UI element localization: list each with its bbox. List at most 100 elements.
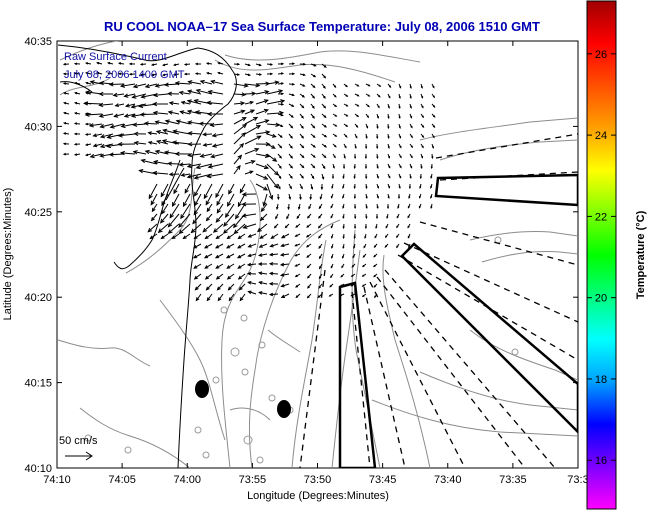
current-vector bbox=[373, 273, 378, 278]
current-vector bbox=[332, 93, 337, 98]
current-vector bbox=[150, 63, 158, 66]
current-vector bbox=[73, 142, 81, 146]
current-vector bbox=[321, 123, 327, 128]
current-vector bbox=[266, 89, 284, 95]
current-vector bbox=[233, 83, 249, 88]
current-vector bbox=[149, 233, 158, 240]
current-vector bbox=[139, 73, 147, 76]
current-vector bbox=[295, 283, 301, 288]
current-vector bbox=[178, 213, 191, 228]
current-vector bbox=[318, 273, 323, 280]
current-vector bbox=[190, 223, 202, 234]
current-vector bbox=[280, 293, 290, 298]
current-vector bbox=[342, 163, 346, 170]
current-vector bbox=[420, 83, 423, 89]
current-vector bbox=[373, 243, 378, 248]
current-vector bbox=[375, 223, 378, 230]
current-vector bbox=[342, 233, 345, 240]
current-vector bbox=[310, 163, 316, 169]
current-vector bbox=[365, 183, 368, 190]
current-vector bbox=[172, 73, 180, 76]
current-vector bbox=[112, 92, 125, 98]
current-vector bbox=[431, 103, 436, 108]
current-vector bbox=[119, 83, 136, 88]
current-vector bbox=[431, 153, 434, 160]
current-vector bbox=[277, 183, 281, 190]
current-vector bbox=[202, 132, 213, 137]
current-vector bbox=[331, 243, 334, 249]
current-vector bbox=[277, 72, 285, 75]
current-vector bbox=[258, 243, 268, 248]
colorbar-tick-label: 20 bbox=[595, 293, 607, 305]
y-axis-label: Latitude (Degrees:Minutes) bbox=[2, 188, 14, 321]
current-vector bbox=[162, 63, 169, 67]
current-vector bbox=[241, 192, 257, 197]
current-vector bbox=[376, 193, 379, 199]
contour-fragments bbox=[84, 236, 519, 464]
current-vector bbox=[376, 173, 379, 179]
current-vector bbox=[88, 123, 103, 128]
current-vector bbox=[409, 133, 413, 139]
current-vector bbox=[330, 263, 334, 269]
current-vector bbox=[199, 153, 213, 158]
current-vector bbox=[210, 153, 224, 159]
current-vector bbox=[179, 110, 191, 115]
y-axis-ticks: 40:10 40:15 40:20 40:25 40:30 40:35 bbox=[24, 36, 578, 475]
current-vector bbox=[84, 143, 92, 146]
current-vector bbox=[63, 101, 70, 105]
current-vectors bbox=[62, 61, 436, 302]
current-vector bbox=[255, 63, 262, 67]
current-vector bbox=[294, 273, 301, 278]
current-vector bbox=[409, 103, 412, 109]
current-vector bbox=[398, 113, 401, 120]
current-vector bbox=[63, 111, 70, 115]
current-vector bbox=[430, 193, 433, 199]
current-vector bbox=[266, 183, 274, 201]
current-vector bbox=[398, 183, 401, 190]
current-vector bbox=[207, 163, 224, 169]
current-vector bbox=[385, 223, 389, 229]
current-vector bbox=[361, 293, 367, 298]
current-vector bbox=[117, 72, 125, 76]
current-vector bbox=[332, 103, 338, 108]
current-vector bbox=[288, 113, 294, 118]
current-vector bbox=[164, 119, 180, 125]
current-vector bbox=[167, 213, 180, 228]
current-vector bbox=[266, 110, 285, 116]
current-vector bbox=[255, 90, 270, 95]
current-vector bbox=[396, 213, 400, 219]
current-vector bbox=[223, 213, 235, 227]
current-vector bbox=[98, 113, 114, 118]
current-vector bbox=[294, 233, 301, 237]
current-vector bbox=[321, 93, 326, 99]
current-vector bbox=[294, 243, 301, 247]
current-vector bbox=[242, 223, 257, 229]
current-vector bbox=[214, 253, 224, 259]
current-vector bbox=[193, 263, 202, 269]
current-vector bbox=[330, 223, 334, 229]
current-vector bbox=[321, 63, 327, 68]
current-vector bbox=[310, 153, 316, 158]
current-vector bbox=[233, 109, 246, 115]
current-vector bbox=[373, 253, 378, 258]
current-vector bbox=[310, 113, 315, 119]
current-vector bbox=[342, 213, 345, 220]
current-vector bbox=[340, 273, 345, 278]
current-vector bbox=[343, 123, 349, 127]
current-vector bbox=[205, 283, 213, 291]
current-vector bbox=[376, 163, 379, 170]
y-tick-label: 40:20 bbox=[24, 292, 52, 304]
current-vector bbox=[396, 243, 400, 249]
current-vector bbox=[62, 62, 70, 66]
annotation-line-2: July 08, 2006 1400 GMT bbox=[64, 69, 185, 81]
current-vector bbox=[139, 63, 147, 66]
current-vector bbox=[214, 243, 224, 249]
current-vector bbox=[277, 113, 284, 117]
current-vector bbox=[247, 233, 257, 238]
current-vector bbox=[279, 273, 290, 277]
current-vector bbox=[258, 291, 268, 295]
current-vector bbox=[288, 123, 294, 129]
colorbar-tick-label: 22 bbox=[595, 211, 607, 223]
current-vector bbox=[172, 129, 191, 135]
